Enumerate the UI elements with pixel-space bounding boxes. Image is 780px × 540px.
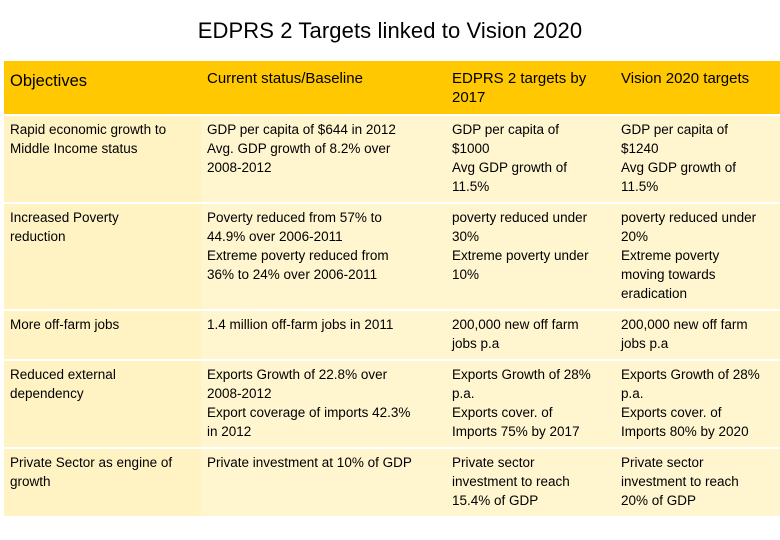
cell-line: Exports Growth of 28% <box>621 367 760 382</box>
cell-line: Extreme poverty reduced from <box>207 248 389 263</box>
table-row: Rapid economic growth to Middle Income st… <box>4 115 780 204</box>
cell-vision2020-target: poverty reduced under 20% Extreme poverty m… <box>615 203 780 311</box>
table-header: Objectives Current status/Baseline EDPRS… <box>4 61 780 116</box>
cell-line: Avg GDP growth of <box>621 160 737 175</box>
cell-line: 44.9% over 2006-2011 <box>207 229 343 244</box>
cell-edprs2-target: Private sector investment to reach 15.4% o… <box>446 448 615 516</box>
cell-line: Private sector <box>621 455 704 470</box>
cell-line: GDP per capita of <box>452 122 560 137</box>
cell-line: p.a. <box>452 386 475 401</box>
targets-table: Objectives Current status/Baseline EDPRS… <box>4 61 780 516</box>
page-title: EDPRS 2 Targets linked to Vision 2020 <box>197 18 583 43</box>
header-row: Objectives Current status/Baseline EDPRS… <box>4 61 780 116</box>
cell-baseline: Exports Growth of 22.8% over 2008-2012 Exp… <box>201 360 446 449</box>
cell-vision2020-target: Exports Growth of 28% p.a. Exports cover. … <box>615 360 780 449</box>
cell-line: Export coverage of imports 42.3% <box>207 405 411 420</box>
cell-line: 30% <box>452 229 480 244</box>
cell-edprs2-target: 200,000 new off farm jobs p.a <box>446 310 615 361</box>
cell-line: $1240 <box>621 141 659 156</box>
table-row: Increased Poverty reduction Poverty reduce… <box>4 203 780 311</box>
cell-baseline: GDP per capita of $644 in 2012 Avg. GDP g… <box>201 115 446 204</box>
cell-line: 20% of GDP <box>621 493 697 508</box>
cell-line: Private sector <box>452 455 535 470</box>
cell-vision2020-target: GDP per capita of $1240 Avg GDP growth of 1… <box>615 115 780 204</box>
cell-line: in 2012 <box>207 424 252 439</box>
table-body: Rapid economic growth to Middle Income st… <box>4 115 780 516</box>
cell-line: Exports Growth of 28% <box>452 367 591 382</box>
cell-line: 11.5% <box>452 179 490 194</box>
cell-vision2020-target: Private sector investment to reach 20% of … <box>615 448 780 516</box>
cell-line: Private investment at 10% of GDP <box>207 455 412 470</box>
cell-line: Exports cover. of <box>452 405 553 420</box>
cell-line: 36% to 24% over 2006-2011 <box>207 267 378 282</box>
cell-line: 1.4 million off-farm jobs in 2011 <box>207 317 394 332</box>
header-objectives: Objectives <box>4 61 201 116</box>
cell-baseline: 1.4 million off-farm jobs in 2011 <box>201 310 446 361</box>
cell-line: poverty reduced under <box>452 210 588 225</box>
cell-line: poverty reduced under <box>621 210 757 225</box>
cell-line: Imports 80% by 2020 <box>621 424 749 439</box>
cell-edprs2-target: poverty reduced under 30% Extreme poverty … <box>446 203 615 311</box>
cell-line: 20% <box>621 229 649 244</box>
cell-line: Rapid economic growth to <box>10 122 167 137</box>
cell-line: More off-farm jobs <box>10 317 120 332</box>
cell-line: Avg. GDP growth of 8.2% over <box>207 141 391 156</box>
cell-line: p.a. <box>621 386 644 401</box>
cell-line: 15.4% of GDP <box>452 493 539 508</box>
cell-line: 200,000 new off farm <box>452 317 579 332</box>
cell-line: GDP per capita of $644 in 2012 <box>207 122 396 137</box>
header-baseline: Current status/Baseline <box>201 61 446 116</box>
cell-line: reduction <box>10 229 66 244</box>
cell-line: Poverty reduced from 57% to <box>207 210 382 225</box>
cell-baseline: Poverty reduced from 57% to 44.9% over 20… <box>201 203 446 311</box>
header-edprs2-targets: EDPRS 2 targets by 2017 <box>446 61 615 116</box>
cell-vision2020-target: 200,000 new off farm jobs p.a <box>615 310 780 361</box>
cell-line: Imports 75% by 2017 <box>452 424 580 439</box>
cell-edprs2-target: Exports Growth of 28% p.a. Exports cover. … <box>446 360 615 449</box>
cell-edprs2-target: GDP per capita of $1000 Avg GDP growth of 1… <box>446 115 615 204</box>
table-row: Private Sector as engine of growth Private… <box>4 448 780 516</box>
cell-line: 10% <box>452 267 480 282</box>
cell-line: growth <box>10 474 51 489</box>
cell-objective: Increased Poverty reduction <box>4 203 201 311</box>
cell-line: dependency <box>10 386 84 401</box>
table-row: Reduced external dependency Exports Growth… <box>4 360 780 449</box>
cell-line: eradication <box>621 286 688 301</box>
cell-line: Reduced external <box>10 367 116 382</box>
cell-line: 2008-2012 <box>207 386 272 401</box>
cell-line: investment to reach <box>621 474 739 489</box>
cell-objective: Private Sector as engine of growth <box>4 448 201 516</box>
cell-line: 2008-2012 <box>207 160 272 175</box>
header-vision2020-targets: Vision 2020 targets <box>615 61 780 116</box>
cell-line: investment to reach <box>452 474 570 489</box>
cell-line: Exports Growth of 22.8% over <box>207 367 388 382</box>
cell-line: Exports cover. of <box>621 405 722 420</box>
cell-line: Avg GDP growth of <box>452 160 568 175</box>
table-row: More off-farm jobs 1.4 million off-farm j… <box>4 310 780 361</box>
cell-line: Middle Income status <box>10 141 138 156</box>
cell-line: 200,000 new off farm <box>621 317 748 332</box>
cell-line: jobs p.a <box>452 336 500 351</box>
cell-line: GDP per capita of <box>621 122 729 137</box>
cell-objective: Reduced external dependency <box>4 360 201 449</box>
cell-line: Extreme poverty <box>621 248 720 263</box>
cell-line: $1000 <box>452 141 490 156</box>
cell-line: Extreme poverty under <box>452 248 589 263</box>
cell-line: Increased Poverty <box>10 210 119 225</box>
cell-line: jobs p.a <box>621 336 669 351</box>
cell-line: Private Sector as engine of <box>10 455 173 470</box>
cell-objective: More off-farm jobs <box>4 310 201 361</box>
cell-objective: Rapid economic growth to Middle Income st… <box>4 115 201 204</box>
cell-line: moving towards <box>621 267 716 282</box>
cell-baseline: Private investment at 10% of GDP <box>201 448 446 516</box>
cell-line: 11.5% <box>621 179 659 194</box>
